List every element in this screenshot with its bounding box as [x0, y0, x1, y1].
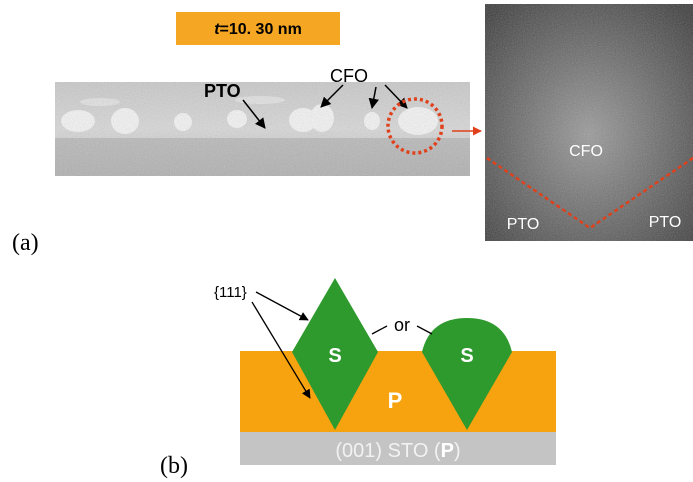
inset-pto-label: PTO: [649, 214, 682, 231]
substrate-label: (001) STO (P): [335, 440, 460, 462]
substrate-text: (001) STO (: [335, 440, 441, 462]
figure: t=10. 30 nm PTO CFO CFO PTO PTO (a) S S …: [0, 0, 693, 482]
or-label: or: [394, 315, 410, 335]
hrtem-inset: [485, 4, 693, 241]
island-label: S: [328, 345, 341, 367]
cfo-label: CFO: [330, 66, 368, 86]
thickness-value: =10. 30 nm: [220, 21, 302, 38]
panel-label: (a): [12, 230, 39, 256]
inset-cfo-label: CFO: [569, 143, 603, 160]
substrate-bold: P: [441, 440, 454, 462]
film-label: P: [388, 388, 403, 413]
island-label: S: [460, 345, 473, 367]
facet-label: {111}: [214, 284, 247, 301]
panel-label: (b): [160, 453, 188, 479]
substrate-text: ): [454, 440, 461, 462]
tem-strip: [55, 82, 470, 176]
inset-pto-label: PTO: [507, 216, 540, 233]
thickness-label: t=10. 30 nm: [214, 21, 302, 38]
pto-label: PTO: [204, 81, 241, 101]
